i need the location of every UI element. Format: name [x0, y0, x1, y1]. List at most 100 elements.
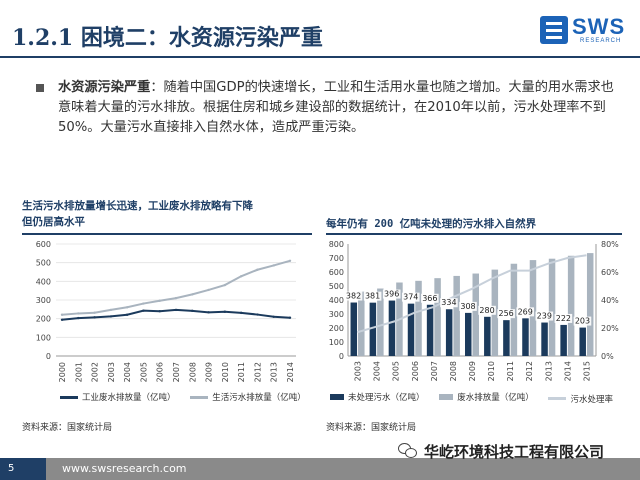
logo-name: SWS [572, 14, 626, 39]
bullet-body: ：随着中国GDP的快速增长，工业和生活用水量也随之增加。大量的用水需求也意味着大… [58, 80, 614, 135]
x-tick-label: 2004 [373, 361, 382, 381]
data-point [109, 308, 113, 312]
left-chart-title: 生活污水排放量增长迅速，工业废水排放略有下降 但仍居高水平 [22, 198, 312, 230]
bar-discharge [434, 278, 441, 356]
page-title: 1.2.1 困境二：水资源污染严重 [12, 25, 323, 51]
y-tick-label: 500 [329, 282, 344, 291]
bar-chart-legend: 未处理污水（亿吨） 废水排放量（亿吨） 污水处理率 [330, 391, 625, 405]
legend-line-swatch [60, 395, 78, 399]
data-label: 381 [365, 292, 380, 301]
line-chart-legend: 工业废水排放量（亿吨） 生活污水排放量（亿吨） [60, 391, 318, 403]
y-tick-label: 0 [46, 352, 51, 361]
data-label: 222 [556, 314, 571, 323]
x-tick-label: 2003 [107, 362, 116, 382]
data-point [223, 283, 227, 287]
y-tick-label: 400 [36, 277, 51, 286]
title-divider [0, 56, 640, 58]
square-bullet-icon [36, 84, 44, 92]
data-point [207, 311, 210, 314]
data-point [272, 264, 275, 267]
y2-tick-label: 0% [601, 352, 614, 361]
wechat-icon [398, 442, 418, 460]
data-point [239, 311, 243, 315]
bar-discharge [586, 253, 594, 356]
data-label: 382 [346, 292, 361, 301]
data-point [125, 306, 129, 309]
legend-industrial: 工业废水排放量（亿吨） [60, 391, 176, 403]
page-number: 5 [0, 458, 46, 480]
bar-discharge [358, 291, 365, 356]
data-label: 308 [460, 302, 475, 311]
x-tick-label: 2012 [253, 362, 262, 382]
legend-line-swatch [548, 397, 567, 400]
y-tick-label: 100 [329, 338, 344, 347]
bar-untreated [503, 320, 510, 356]
bullet-lead: 水资源污染严重 [58, 80, 151, 95]
bar-untreated [541, 322, 548, 356]
x-tick-label: 2009 [205, 362, 214, 382]
x-tick-label: 2006 [411, 361, 420, 381]
data-label: 374 [403, 293, 418, 302]
bullet-paragraph: 水资源污染严重：随着中国GDP的快速增长，工业和生活用水量也随之增加。大量的用水… [36, 78, 618, 138]
legend-label: 生活污水排放量（亿吨） [212, 393, 306, 403]
x-tick-label: 2008 [449, 361, 458, 381]
data-label-bg [478, 305, 496, 315]
data-label-bg [573, 316, 592, 326]
bar-untreated [579, 327, 586, 356]
y-tick-label: 200 [36, 315, 51, 324]
x-tick-label: 2006 [156, 362, 165, 382]
data-label: 334 [441, 298, 456, 307]
data-label-bg [497, 309, 515, 319]
legend-discharge: 废水排放量（亿吨） [439, 391, 534, 403]
x-tick-label: 2010 [221, 362, 230, 382]
x-tick-label: 2005 [139, 362, 148, 382]
data-label-bg [459, 301, 477, 311]
footer-url: www.swsresearch.com [62, 462, 187, 475]
x-tick-label: 2007 [172, 362, 181, 382]
bar-untreated [560, 324, 567, 356]
data-label-bg [421, 293, 439, 303]
y-tick-label: 100 [36, 333, 51, 342]
data-label: 239 [537, 312, 552, 321]
data-point [223, 310, 227, 313]
data-point [109, 315, 113, 318]
y-tick-label: 600 [329, 268, 344, 277]
y2-tick-label: 40% [601, 296, 619, 305]
data-point [174, 296, 178, 300]
y-tick-label: 300 [329, 310, 344, 319]
data-label: 366 [422, 294, 437, 303]
data-point [158, 299, 161, 302]
bar-discharge [548, 258, 556, 356]
x-tick-label: 2003 [354, 361, 363, 381]
x-tick-label: 2015 [582, 361, 591, 381]
x-tick-label: 2013 [544, 361, 553, 381]
x-tick-label: 2009 [468, 361, 477, 381]
right-title-divider [326, 233, 622, 235]
data-point [239, 275, 243, 278]
data-point [158, 310, 161, 313]
title-bar: 1.2.1 困境二：水资源污染严重 SWS RESEARCH [0, 0, 640, 60]
x-tick-label: 2012 [525, 361, 534, 381]
data-point [125, 313, 129, 316]
left-chart-title-line2: 但仍居高水平 [22, 216, 85, 228]
data-label: 280 [479, 306, 494, 315]
y-tick-label: 0 [339, 352, 344, 361]
data-point [142, 309, 145, 312]
data-point [93, 316, 96, 319]
right-source: 资料来源：国家统计局 [326, 423, 417, 433]
legend-line-swatch [190, 395, 209, 399]
y-tick-label: 500 [36, 259, 51, 268]
y-tick-label: 200 [329, 324, 344, 333]
x-tick-label: 2005 [392, 361, 401, 381]
bar-untreated [369, 302, 377, 356]
x-tick-label: 2011 [506, 361, 515, 381]
bar-untreated [350, 302, 358, 356]
right-chart-title: 每年仍有 200 亿吨未处理的污水排入自然界 [326, 218, 537, 230]
y-tick-label: 300 [36, 296, 51, 305]
footer-bar: 5 www.swsresearch.com [0, 458, 640, 480]
bar-untreated [388, 300, 396, 356]
data-label-bg [382, 289, 401, 299]
x-tick-label: 2011 [237, 362, 246, 382]
bar-discharge [472, 273, 479, 356]
data-label-bg [440, 298, 458, 308]
